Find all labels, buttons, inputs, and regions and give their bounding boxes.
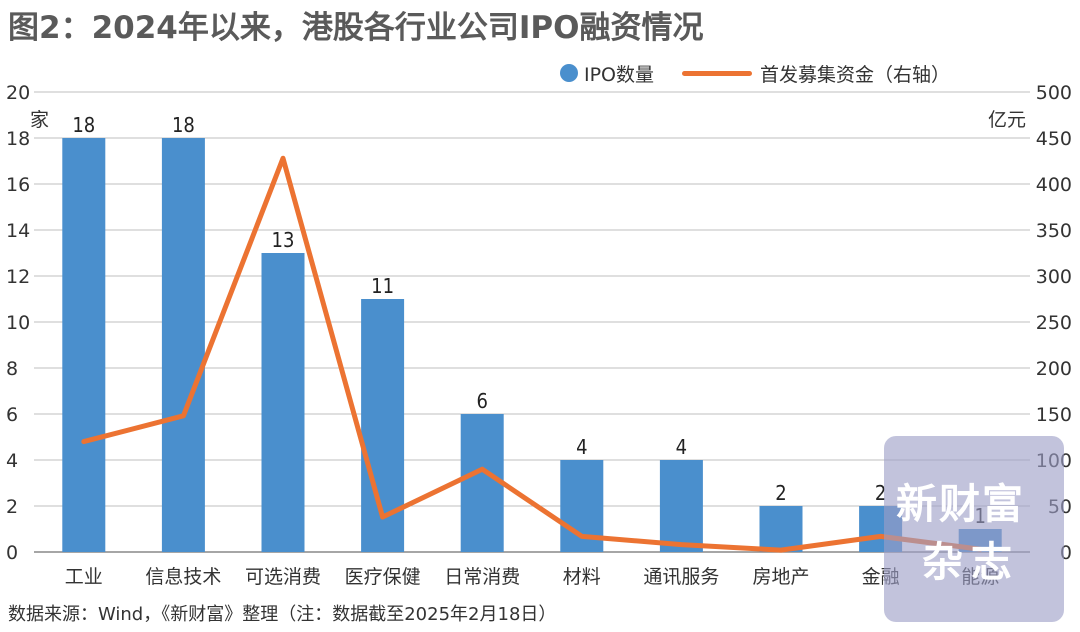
bar-value-label: 2 bbox=[875, 481, 886, 505]
watermark-text-line1: 新财富 bbox=[896, 480, 1025, 528]
watermark-badge bbox=[884, 436, 1064, 622]
y-right-unit-label: 亿元 bbox=[988, 109, 1026, 131]
bar-value-label: 4 bbox=[676, 435, 687, 459]
source-note: 数据来源：Wind，《新财富》整理（注：数据截至2025年2月18日） bbox=[8, 604, 557, 625]
y-left-tick-label: 20 bbox=[6, 82, 30, 104]
y-left-unit-label: 家 bbox=[30, 109, 49, 131]
bar-3 bbox=[261, 253, 305, 552]
bar-2 bbox=[161, 138, 205, 552]
y-right-tick-label: 250 bbox=[1036, 312, 1072, 334]
y-left-tick-label: 14 bbox=[6, 220, 30, 242]
bar-5 bbox=[460, 414, 504, 552]
y-left-tick-label: 18 bbox=[6, 128, 30, 150]
y-left-tick-label: 16 bbox=[6, 174, 30, 196]
y-right-tick-label: 450 bbox=[1036, 128, 1072, 150]
x-category-label: 材料 bbox=[563, 566, 601, 588]
y-right-tick-label: 150 bbox=[1036, 404, 1072, 426]
y-left-tick-label: 4 bbox=[6, 450, 18, 472]
y-right-tick-label: 300 bbox=[1036, 266, 1072, 288]
bar-value-label: 2 bbox=[775, 481, 786, 505]
bar-value-label: 6 bbox=[476, 389, 487, 413]
y-left-tick-label: 10 bbox=[6, 312, 30, 334]
chart-legend: IPO数量 首发募集资金（右轴） bbox=[560, 60, 950, 86]
bar-value-label: 18 bbox=[72, 113, 95, 137]
x-category-label: 房地产 bbox=[752, 566, 809, 588]
x-category-label: 通讯服务 bbox=[643, 566, 719, 588]
bar-value-label: 13 bbox=[272, 228, 295, 252]
x-category-label: 工业 bbox=[65, 566, 103, 588]
bar-value-label: 4 bbox=[576, 435, 587, 459]
y-left-tick-label: 6 bbox=[6, 404, 18, 426]
legend-line-label: 首发募集资金（右轴） bbox=[760, 63, 951, 86]
y-right-tick-label: 400 bbox=[1036, 174, 1072, 196]
bar-8 bbox=[759, 506, 803, 552]
legend-line-swatch bbox=[682, 70, 753, 76]
fundraising-line bbox=[81, 155, 983, 553]
watermark-text-line2: 杂志 bbox=[922, 538, 1020, 586]
legend-bar-swatch bbox=[560, 64, 578, 82]
y-left-tick-label: 2 bbox=[6, 496, 18, 518]
bar-1 bbox=[62, 138, 106, 552]
chart-title: 图2：2024年以来，港股各行业公司IPO融资情况 bbox=[8, 10, 704, 46]
x-category-label: 医疗保健 bbox=[345, 566, 421, 588]
bar-value-label: 11 bbox=[371, 274, 394, 298]
x-category-label: 信息技术 bbox=[145, 566, 221, 588]
bars bbox=[62, 138, 1002, 552]
x-category-label: 可选消费 bbox=[245, 566, 321, 588]
x-category-label: 日常消费 bbox=[444, 566, 520, 588]
y-right-tick-label: 350 bbox=[1036, 220, 1072, 242]
y-right-tick-label: 200 bbox=[1036, 358, 1072, 380]
y-right-tick-label: 500 bbox=[1036, 82, 1072, 104]
line-series bbox=[81, 155, 983, 553]
y-left-tick-label: 12 bbox=[6, 266, 30, 288]
legend-bar-label: IPO数量 bbox=[584, 63, 655, 86]
y-left-tick-label: 0 bbox=[6, 542, 18, 564]
y-left-tick-label: 8 bbox=[6, 358, 18, 380]
bar-value-label: 18 bbox=[172, 113, 195, 137]
bar-7 bbox=[659, 460, 703, 552]
